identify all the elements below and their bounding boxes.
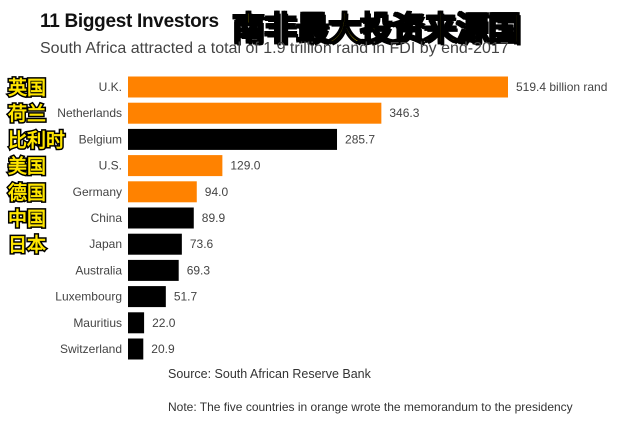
chinese-label: 日本 [8, 233, 46, 256]
bar-8 [128, 286, 166, 308]
bar-7 [128, 259, 179, 281]
value-label: 51.7 [174, 290, 198, 304]
category-label: China [91, 211, 123, 225]
value-label: 89.9 [202, 211, 226, 225]
chinese-overlay-title: 南非最大投资来源国 [231, 8, 522, 49]
chinese-label: 荷兰 [8, 102, 46, 125]
bar-4 [128, 181, 197, 203]
bar-5 [128, 207, 194, 229]
chinese-label: 英国 [8, 76, 46, 99]
bar-1 [128, 102, 382, 124]
category-label: Netherlands [57, 106, 122, 120]
bar-0 [128, 76, 508, 98]
footnote: Note: The five countries in orange wrote… [168, 400, 573, 414]
value-label: 20.9 [151, 342, 175, 356]
value-label: 285.7 [345, 132, 375, 146]
category-label: Mauritius [73, 316, 122, 330]
bar-3 [128, 155, 223, 177]
bar-10 [128, 338, 144, 360]
category-label: Australia [75, 263, 122, 277]
bar-9 [128, 312, 145, 334]
category-label: U.S. [99, 159, 122, 173]
category-label: Belgium [79, 132, 122, 146]
chinese-label: 美国 [8, 155, 46, 178]
category-label: Japan [89, 237, 122, 251]
bar-6 [128, 233, 182, 255]
bar-2 [128, 128, 338, 150]
value-label: 94.0 [205, 185, 229, 199]
chinese-label: 中国 [8, 207, 46, 230]
category-label: Germany [73, 185, 122, 199]
chinese-label: 德国 [8, 181, 46, 204]
value-label: 69.3 [187, 263, 211, 277]
chart-subtitle: South Africa attracted a total of 1.9 tr… [40, 40, 509, 57]
chinese-label: 比利时 [8, 129, 65, 151]
value-label: 129.0 [230, 159, 260, 173]
category-label: Switzerland [60, 342, 122, 356]
value-label: 519.4 billion rand [516, 80, 607, 94]
value-label: 73.6 [190, 237, 214, 251]
category-label: U.K. [99, 80, 122, 94]
chart-title: 11 Biggest Investors [40, 11, 219, 32]
value-label: 346.3 [389, 106, 419, 120]
value-label: 22.0 [152, 316, 176, 330]
category-label: Luxembourg [55, 290, 122, 304]
source-note: Source: South African Reserve Bank [168, 367, 371, 381]
